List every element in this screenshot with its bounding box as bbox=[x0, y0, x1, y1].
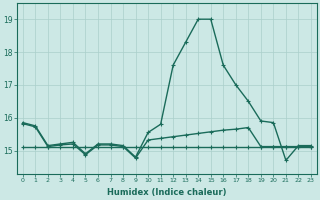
X-axis label: Humidex (Indice chaleur): Humidex (Indice chaleur) bbox=[107, 188, 227, 197]
